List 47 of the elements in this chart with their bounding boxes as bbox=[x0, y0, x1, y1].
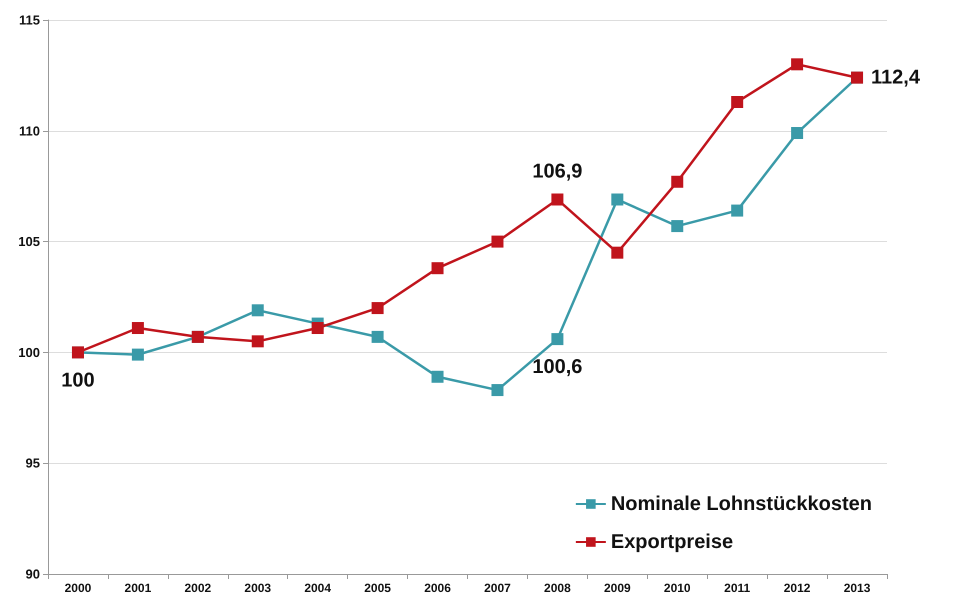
point bbox=[731, 96, 744, 108]
x-tick-label: 2001 bbox=[124, 581, 152, 595]
point bbox=[312, 322, 324, 334]
point bbox=[372, 302, 384, 314]
point bbox=[252, 335, 264, 348]
y-tick-label: 115 bbox=[19, 12, 40, 28]
point bbox=[491, 384, 504, 396]
y-tick-label: 105 bbox=[18, 234, 40, 250]
x-tick-label: 2008 bbox=[544, 581, 572, 595]
y-tick-label: 100 bbox=[18, 344, 40, 360]
point bbox=[671, 220, 684, 232]
point bbox=[611, 193, 624, 206]
x-tick-label: 2010 bbox=[664, 581, 691, 595]
x-tick-label: 2004 bbox=[304, 581, 332, 595]
y-tick-label: 110 bbox=[19, 123, 40, 138]
point bbox=[671, 176, 684, 188]
point bbox=[132, 322, 144, 334]
point bbox=[491, 236, 504, 248]
x-tick-label: 2013 bbox=[844, 581, 871, 595]
point bbox=[551, 333, 564, 346]
legend-label: Nominale Lohnstückkosten bbox=[610, 493, 872, 515]
data-label: 100,6 bbox=[532, 356, 582, 378]
point bbox=[551, 193, 564, 206]
point bbox=[372, 330, 384, 343]
x-tick-label: 2006 bbox=[424, 581, 452, 595]
point bbox=[432, 370, 444, 383]
x-tick-label: 2009 bbox=[604, 581, 631, 595]
point bbox=[791, 58, 804, 70]
x-tick-label: 2002 bbox=[184, 581, 212, 595]
data-label: 112,4 bbox=[871, 66, 921, 89]
point bbox=[252, 304, 264, 316]
point bbox=[611, 246, 624, 259]
point bbox=[731, 204, 744, 217]
legend-label: Exportpreise bbox=[610, 531, 734, 553]
x-tick-label: 2011 bbox=[724, 581, 751, 595]
data-label: 106,9 bbox=[532, 160, 582, 182]
x-tick-label: 2000 bbox=[64, 581, 92, 595]
x-tick-label: 2007 bbox=[484, 581, 512, 595]
x-tick-label: 2012 bbox=[784, 581, 811, 595]
point bbox=[432, 262, 444, 274]
y-tick-label: 90 bbox=[26, 566, 40, 582]
point bbox=[791, 127, 804, 140]
point bbox=[132, 348, 144, 361]
data-label: 100 bbox=[61, 369, 95, 392]
x-tick-label: 2003 bbox=[244, 581, 272, 595]
x-tick-label: 2005 bbox=[364, 581, 392, 595]
y-tick-label: 95 bbox=[26, 456, 40, 471]
